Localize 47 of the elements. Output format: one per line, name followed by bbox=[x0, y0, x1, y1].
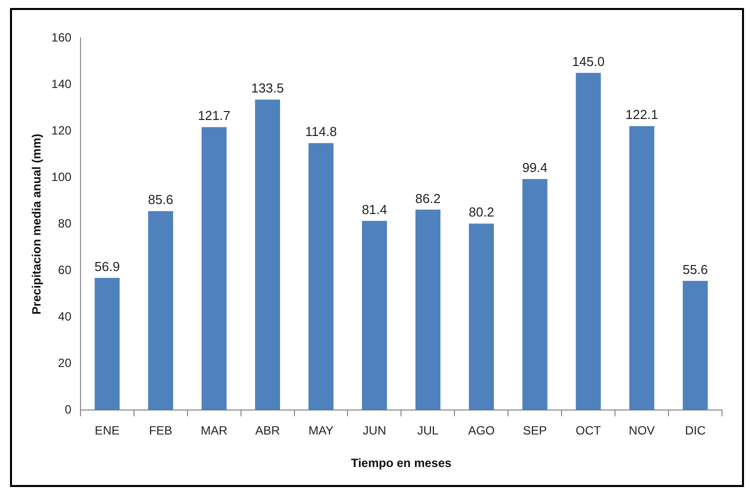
x-tick-label: MAR bbox=[200, 424, 228, 438]
x-tick-label: ENE bbox=[94, 424, 120, 438]
data-label: 85.6 bbox=[148, 192, 174, 208]
y-tick-label: 140 bbox=[51, 76, 72, 91]
y-tick-label: 40 bbox=[58, 309, 72, 324]
y-tick-label: 100 bbox=[51, 170, 72, 184]
bar bbox=[576, 72, 601, 410]
x-tick-label: NOV bbox=[628, 424, 655, 438]
y-tick-label: 80 bbox=[58, 216, 72, 230]
x-tick-label: SEP bbox=[522, 424, 547, 438]
x-tick-label: JUL bbox=[417, 424, 439, 438]
x-tick-label: JUN bbox=[362, 424, 386, 438]
bar bbox=[415, 210, 440, 410]
bar bbox=[148, 211, 174, 410]
data-label: 114.8 bbox=[305, 124, 337, 140]
y-tick-label: 160 bbox=[51, 30, 72, 44]
x-tick-label: ABR bbox=[255, 424, 280, 438]
x-tick-label: OCT bbox=[576, 424, 602, 438]
y-tick-label: 0 bbox=[64, 402, 72, 417]
data-label: 133.5 bbox=[251, 80, 284, 96]
bar bbox=[468, 224, 494, 410]
x-tick-label: AGO bbox=[468, 424, 495, 438]
bar bbox=[629, 126, 654, 410]
x-tick-label: MAY bbox=[308, 424, 334, 438]
x-tick-label: FEB bbox=[148, 424, 172, 438]
x-tick-label: DIC bbox=[684, 424, 706, 438]
x-axis-title: Tiempo en meses bbox=[350, 456, 452, 470]
bar bbox=[202, 127, 227, 410]
bar bbox=[682, 280, 708, 410]
data-label: 80.2 bbox=[468, 204, 494, 220]
bar bbox=[255, 100, 280, 410]
bar bbox=[94, 278, 120, 410]
data-label: 81.4 bbox=[362, 202, 388, 217]
data-label: 55.6 bbox=[682, 262, 708, 277]
data-label: 121.7 bbox=[198, 108, 230, 124]
bar bbox=[362, 220, 387, 410]
data-label: 86.2 bbox=[415, 190, 441, 206]
data-label: 145.0 bbox=[572, 54, 605, 69]
data-label: 122.1 bbox=[626, 107, 658, 122]
bar bbox=[308, 143, 334, 410]
y-axis-title: Precipitacion media anual (mm) bbox=[30, 134, 44, 314]
y-tick-label: 20 bbox=[58, 356, 72, 370]
data-label: 56.9 bbox=[94, 258, 120, 274]
data-label: 99.4 bbox=[522, 160, 548, 176]
y-tick-label: 120 bbox=[51, 123, 72, 138]
bar bbox=[522, 178, 548, 410]
y-tick-label: 60 bbox=[58, 262, 72, 277]
